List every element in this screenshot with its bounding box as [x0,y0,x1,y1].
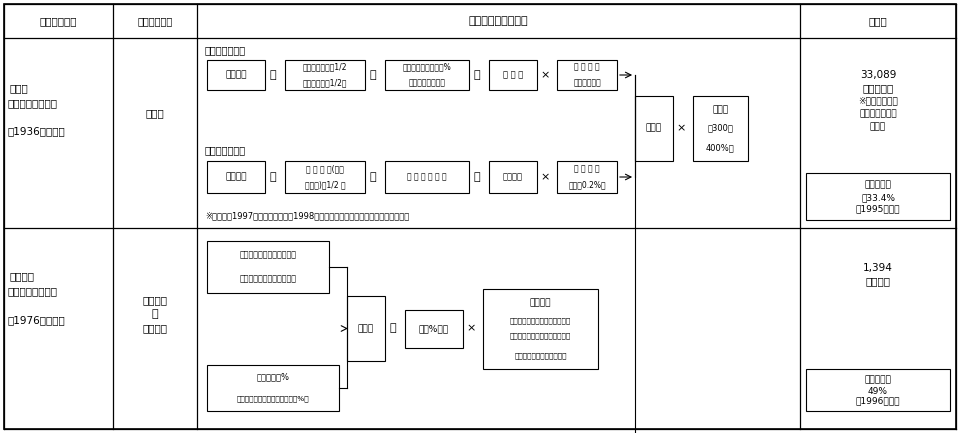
Text: 課 税 指 数: 課 税 指 数 [574,165,600,174]
Text: 49%: 49% [868,387,888,395]
Text: 土地評価額の１．２%: 土地評価額の１．２% [402,62,451,71]
Text: 国名及び税目: 国名及び税目 [39,16,77,26]
Text: 百万マルク: 百万マルク [862,83,894,93]
Text: －: － [370,172,376,182]
Text: 国外営業利益　等: 国外営業利益 等 [409,78,445,87]
Text: （小規模事業者は売上額の１０%）: （小規模事業者は売上額の１０%） [237,396,309,402]
Text: （1995年度）: （1995年度） [855,204,900,213]
Text: ※連邦・州への: ※連邦・州への [858,97,898,106]
Text: ドイツ: ドイツ [10,83,29,93]
Text: １６%控除: １６%控除 [419,324,449,333]
Bar [635,96,673,161]
Bar [557,60,617,90]
Bar [693,96,748,161]
Text: 合算額: 合算額 [646,123,662,132]
Bar [285,60,365,90]
Text: －: － [473,70,480,80]
Text: 課税標準分類: 課税標準分類 [137,16,173,26]
Text: （原則５％）: （原則５％） [573,78,601,87]
Text: 1,394: 1,394 [863,264,893,274]
Text: 長期債務利子の1/2: 長期債務利子の1/2 [302,62,348,71]
Text: 超えることはできない。）: 超えることはできない。） [515,352,566,359]
Text: 税　　率: 税 率 [530,298,551,307]
Text: その他: その他 [146,108,164,118]
Text: 諸 控 除: 諸 控 除 [503,71,523,80]
Text: ＋: ＋ [270,172,276,182]
Text: （一定の限定・控除あり）: （一定の限定・控除あり） [239,275,297,284]
Text: ×: × [540,172,550,182]
Text: ×: × [540,70,550,80]
Bar [385,60,469,90]
Text: 市町村税収: 市町村税収 [865,181,892,190]
Text: （1976年創設）: （1976年創設） [8,316,65,326]
Text: ＋: ＋ [152,310,158,320]
Text: （原則0.2%）: （原則0.2%） [568,181,606,190]
Text: ×: × [676,123,685,133]
Text: 400%）: 400%） [707,143,734,152]
Text: 給料の１８%: 給料の１８% [256,372,290,381]
Text: －: － [390,323,396,333]
Bar [207,241,329,293]
Bar [347,296,385,361]
Bar [557,161,617,193]
Bar [207,60,265,90]
Text: －: － [370,70,376,80]
Text: （1936年創設）: （1936年創設） [8,126,65,136]
Text: ＜営業資本税＞: ＜営業資本税＞ [205,145,246,155]
Text: 営業収益: 営業収益 [226,71,247,80]
Text: 営業税（市町村）: 営業税（市町村） [8,98,58,108]
Text: 基礎控除: 基礎控除 [503,172,523,181]
Text: 資産価値: 資産価値 [142,323,167,333]
Text: 職業税（地方税）: 職業税（地方税） [8,287,58,297]
Text: く。: く。 [870,123,886,132]
Text: フランス: フランス [10,271,35,281]
Text: ＋: ＋ [270,70,276,80]
Text: ×: × [467,323,476,333]
Text: 土 地 評 価 額 等: 土 地 評 価 額 等 [407,172,446,181]
Text: 税　率: 税 率 [712,105,729,114]
Text: （300〜: （300〜 [708,123,733,132]
Text: 備　考: 備 考 [869,16,887,26]
Bar [207,161,265,193]
Text: （自治体毎に定める。ただし、: （自治体毎に定める。ただし、 [510,317,571,324]
Bar [489,60,537,90]
Text: 課　税　の　概　要: 課 税 の 概 要 [468,16,528,26]
Text: 長 期 債 務(基礎: 長 期 債 務(基礎 [306,165,344,174]
Text: 前年度の全国平均税率の２倍を: 前年度の全国平均税率の２倍を [510,332,571,339]
Text: 固定資産登録台帳貸借価額: 固定資産登録台帳貸借価額 [239,251,297,259]
Text: －: － [473,172,480,182]
Text: 営業資本: 営業資本 [226,172,247,181]
Text: 33,089: 33,089 [860,70,897,80]
Bar [385,161,469,193]
Bar [806,173,950,220]
Text: 給与総額: 給与総額 [142,295,167,306]
Text: の33.4%: の33.4% [861,193,895,202]
Text: 億フラン: 億フラン [866,277,891,287]
Text: （1996年度）: （1996年度） [855,397,900,405]
Text: 合算額: 合算額 [358,324,374,333]
Text: 設備賃借料の1/2等: 設備賃借料の1/2等 [302,78,348,87]
Text: 地方税収の: 地方税収の [865,375,892,385]
Bar [483,288,598,368]
Text: ＜営業収益税＞: ＜営業収益税＞ [205,45,246,55]
Text: 納付金分は除: 納付金分は除 [859,110,897,119]
Text: ※上記は、1997年までの営業税。1998年からは、営業収益税のみとされている。: ※上記は、1997年までの営業税。1998年からは、営業収益税のみとされている。 [205,211,409,220]
Bar [285,161,365,193]
Text: 課 税 指 数: 課 税 指 数 [574,62,600,71]
Bar [489,161,537,193]
Bar [806,369,950,411]
Bar [405,310,463,348]
Bar [207,365,339,411]
Text: 控除後)の1/2 等: 控除後)の1/2 等 [304,181,346,190]
